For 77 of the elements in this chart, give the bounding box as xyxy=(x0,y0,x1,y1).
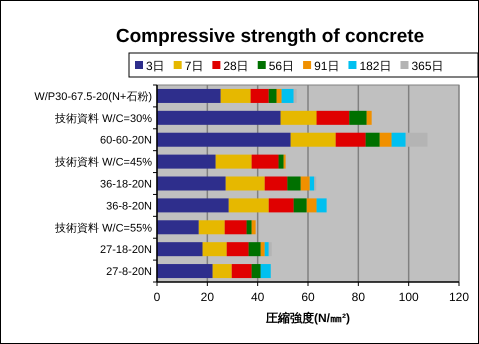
legend-label: 91日 xyxy=(314,59,340,73)
bar xyxy=(276,88,282,103)
bar xyxy=(248,242,261,256)
bar xyxy=(250,88,269,103)
bar xyxy=(349,110,367,125)
bar xyxy=(157,220,199,234)
bar xyxy=(226,242,249,256)
bar xyxy=(380,132,392,147)
bar xyxy=(157,110,281,125)
bar xyxy=(268,242,272,256)
bar xyxy=(246,220,252,234)
bar xyxy=(278,154,284,169)
y-tick-label: 36-8-20N xyxy=(106,200,152,212)
x-tick-label: 0 xyxy=(154,290,161,304)
bar xyxy=(220,88,251,103)
legend-label: 365日 xyxy=(411,59,444,73)
legend-label: 56日 xyxy=(268,59,294,73)
bar xyxy=(268,88,277,103)
x-tick-label: 60 xyxy=(301,290,315,304)
bar xyxy=(392,132,406,147)
y-tick-label: 27-8-20N xyxy=(106,266,152,278)
bar xyxy=(264,176,288,191)
bar xyxy=(157,242,203,256)
bar xyxy=(202,242,227,256)
y-tick-label: 60-60-20N xyxy=(100,134,152,147)
bar xyxy=(294,88,297,103)
y-tick-label: 技術資料 W/C=45% xyxy=(54,156,152,169)
legend-label: 28日 xyxy=(223,59,249,73)
bar xyxy=(224,220,247,234)
bar xyxy=(287,176,301,191)
bar xyxy=(157,154,216,169)
bar xyxy=(310,176,314,191)
bar xyxy=(260,264,271,278)
bar xyxy=(300,176,310,191)
bar xyxy=(316,198,327,212)
bar xyxy=(366,132,380,147)
x-tick-label: 20 xyxy=(200,290,214,304)
bar xyxy=(252,154,279,169)
bar xyxy=(268,198,294,212)
x-tick-label: 80 xyxy=(352,290,366,304)
bar xyxy=(212,264,232,278)
bar xyxy=(228,198,269,212)
bar xyxy=(157,132,291,147)
legend-label: 182日 xyxy=(359,59,392,73)
bar xyxy=(252,264,261,278)
bar xyxy=(232,264,252,278)
x-tick-label: 100 xyxy=(398,290,419,304)
legend-label: 3日 xyxy=(146,59,165,73)
bar xyxy=(290,132,336,147)
x-axis-title: 圧縮強度(N/㎜²) xyxy=(265,311,350,325)
bar xyxy=(306,198,317,212)
y-tick-label: W/P30-67.5-20(N+石粉) xyxy=(34,90,152,103)
chart-title: Compressive strength of concrete xyxy=(116,26,424,47)
y-tick-label: 36-18-20N xyxy=(100,178,152,190)
bar xyxy=(282,88,294,103)
x-tick-label: 120 xyxy=(448,290,470,304)
bar xyxy=(157,88,221,103)
bar xyxy=(260,242,265,256)
bar xyxy=(294,198,307,212)
bar xyxy=(264,242,269,256)
bar xyxy=(157,264,213,278)
bar xyxy=(157,176,226,191)
bar xyxy=(366,110,372,125)
bar xyxy=(198,220,225,234)
legend-label: 7日 xyxy=(184,59,204,73)
x-tick-label: 40 xyxy=(250,290,265,304)
bar xyxy=(316,110,350,125)
bar xyxy=(157,198,229,212)
bar xyxy=(226,176,265,191)
bar xyxy=(252,220,256,234)
bar xyxy=(216,154,252,169)
bar xyxy=(336,132,366,147)
y-tick-label: 技術資料 W/C=55% xyxy=(54,221,152,234)
bar xyxy=(280,110,317,125)
y-tick-label: 27-18-20N xyxy=(100,244,152,256)
bar xyxy=(406,132,428,147)
y-tick-label: 技術資料 W/C=30% xyxy=(54,112,152,125)
